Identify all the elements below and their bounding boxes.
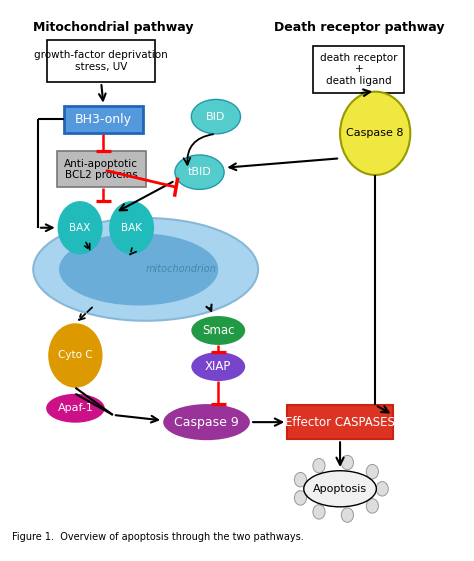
- Text: tBID: tBID: [188, 167, 211, 177]
- Text: Apaf-1: Apaf-1: [57, 403, 93, 413]
- Text: Apoptosis: Apoptosis: [313, 484, 367, 494]
- Text: BAX: BAX: [69, 223, 91, 233]
- Text: Effector CASPASES: Effector CASPASES: [285, 416, 395, 429]
- Circle shape: [48, 323, 102, 388]
- Circle shape: [294, 472, 307, 487]
- Text: BAK: BAK: [121, 223, 142, 233]
- Text: growth-factor deprivation
stress, UV: growth-factor deprivation stress, UV: [34, 50, 168, 72]
- Circle shape: [376, 481, 388, 496]
- Circle shape: [313, 458, 325, 473]
- FancyBboxPatch shape: [64, 105, 143, 134]
- Ellipse shape: [191, 99, 240, 134]
- Ellipse shape: [304, 471, 376, 507]
- FancyBboxPatch shape: [47, 40, 155, 82]
- Circle shape: [294, 491, 307, 505]
- Text: Anti-apoptotic
BCL2 proteins: Anti-apoptotic BCL2 proteins: [64, 159, 138, 180]
- Circle shape: [366, 499, 378, 513]
- Text: death receptor
+
death ligand: death receptor + death ligand: [320, 53, 398, 86]
- Circle shape: [313, 505, 325, 519]
- FancyBboxPatch shape: [57, 151, 146, 187]
- Text: Smac: Smac: [202, 324, 235, 337]
- Text: BID: BID: [206, 112, 226, 122]
- Circle shape: [340, 91, 410, 175]
- Circle shape: [341, 508, 354, 522]
- Ellipse shape: [46, 394, 105, 422]
- Circle shape: [341, 456, 354, 470]
- Ellipse shape: [191, 316, 245, 345]
- Circle shape: [366, 465, 378, 479]
- Ellipse shape: [175, 155, 224, 190]
- Text: Caspase 8: Caspase 8: [346, 128, 404, 139]
- Ellipse shape: [191, 352, 245, 381]
- Ellipse shape: [59, 233, 218, 306]
- Text: mitochondrion: mitochondrion: [146, 264, 216, 274]
- FancyBboxPatch shape: [287, 405, 393, 439]
- Text: XIAP: XIAP: [205, 360, 231, 373]
- Text: Cyto C: Cyto C: [58, 351, 93, 361]
- Text: Figure 1.  Overview of apoptosis through the two pathways.: Figure 1. Overview of apoptosis through …: [12, 532, 304, 542]
- Text: Mitochondrial pathway: Mitochondrial pathway: [33, 21, 193, 34]
- Circle shape: [109, 201, 154, 254]
- Ellipse shape: [33, 218, 258, 321]
- Text: BH3-only: BH3-only: [75, 113, 132, 126]
- Text: Death receptor pathway: Death receptor pathway: [273, 21, 444, 34]
- FancyBboxPatch shape: [313, 46, 404, 93]
- Text: Caspase 9: Caspase 9: [174, 416, 239, 429]
- Circle shape: [57, 201, 102, 254]
- Ellipse shape: [163, 404, 250, 440]
